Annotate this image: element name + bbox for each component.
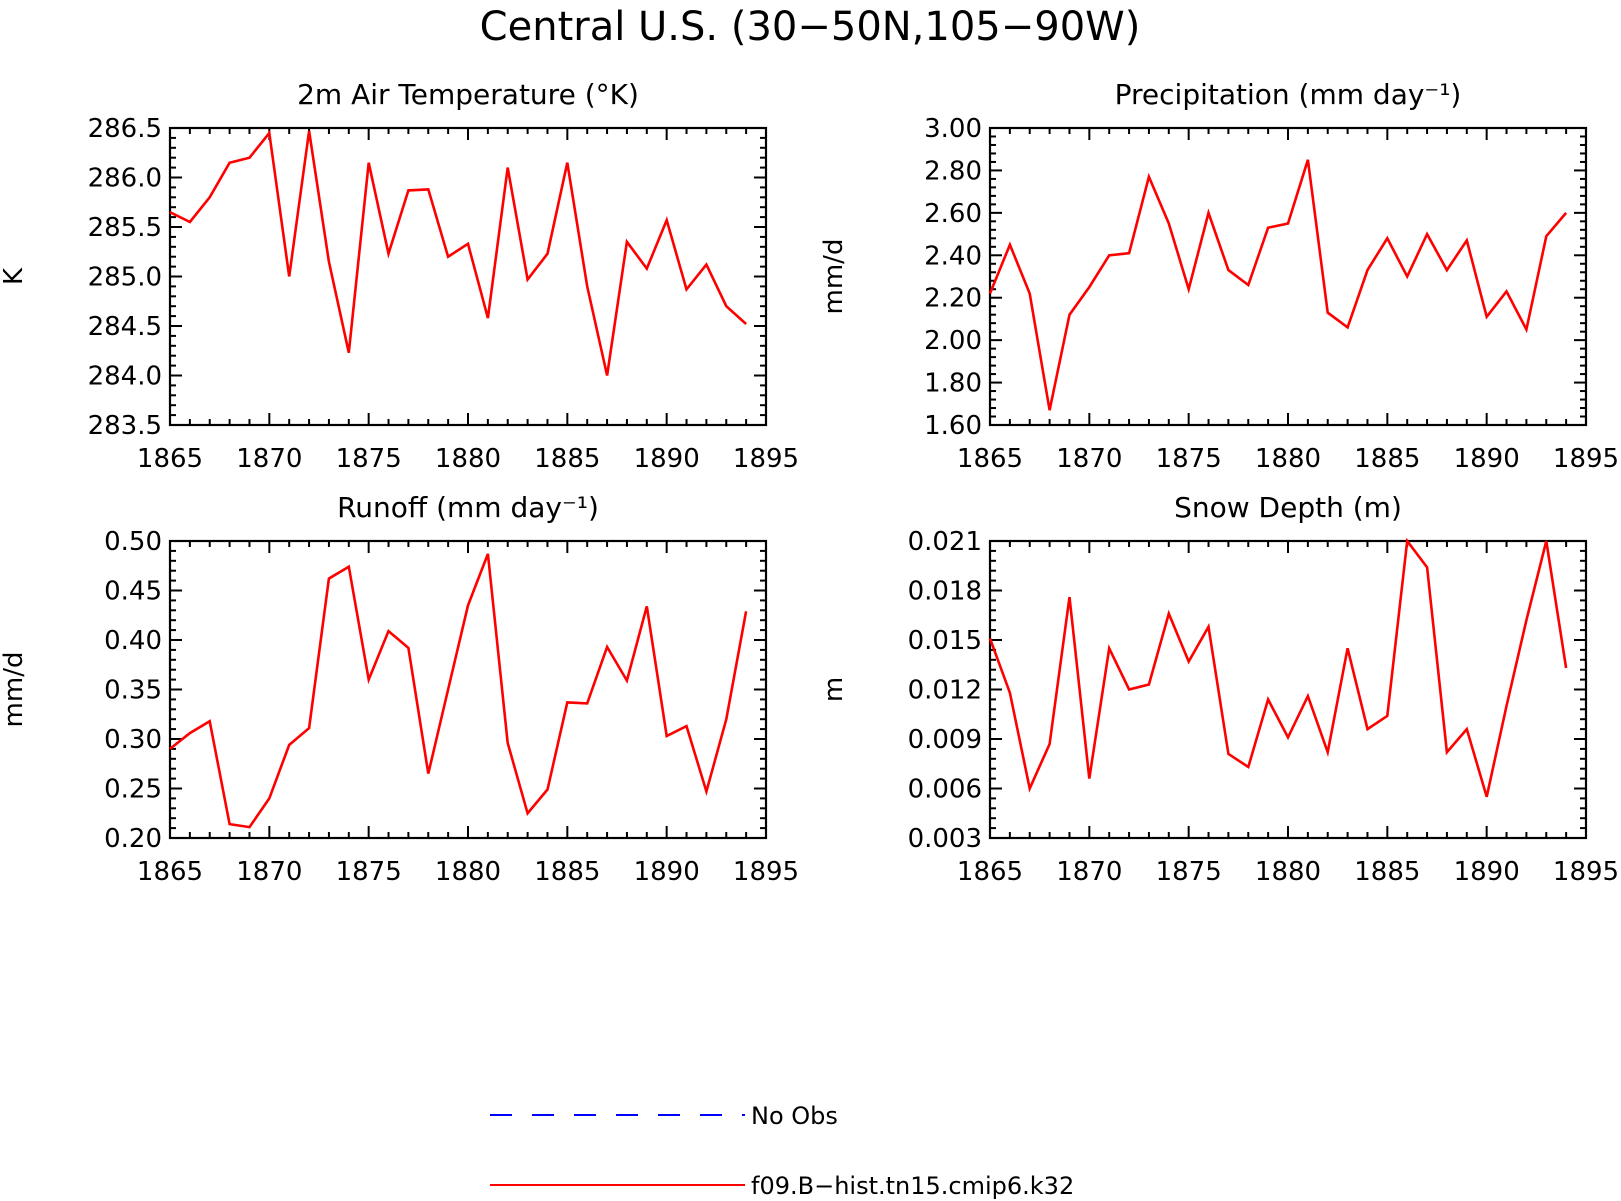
y-tick-label: 285.5 bbox=[88, 213, 162, 243]
y-tick-label: 0.35 bbox=[104, 676, 162, 706]
x-tick-label: 1885 bbox=[1354, 857, 1420, 887]
plot-frame bbox=[168, 539, 768, 840]
y-tick-label: 3.00 bbox=[924, 114, 982, 144]
panel-3: 1865 1870 1875 1880 1885 1890 1895 0.20 0.25 0.30… bbox=[0, 491, 799, 887]
y-tick-label: 2.60 bbox=[924, 199, 982, 229]
y-axis-label: K bbox=[0, 267, 29, 285]
y-tick-label: 286.0 bbox=[88, 164, 162, 194]
y-tick-label: 0.25 bbox=[104, 775, 162, 805]
x-tick-label: 1880 bbox=[435, 857, 501, 887]
y-tick-label: 284.0 bbox=[88, 362, 162, 392]
y-tick-label: 1.80 bbox=[924, 369, 982, 399]
y-axis-label: mm/d bbox=[0, 652, 29, 728]
panel-title: 2m Air Temperature (°K) bbox=[297, 78, 639, 111]
y-tick-label: 284.5 bbox=[88, 312, 162, 342]
x-tick-label: 1865 bbox=[137, 444, 203, 474]
plot-frame bbox=[168, 126, 768, 427]
y-axis-label: m bbox=[819, 677, 849, 702]
y-tick-label: 0.021 bbox=[908, 527, 982, 557]
series-line bbox=[988, 159, 1568, 411]
series-line bbox=[169, 553, 748, 829]
legend-label: f09.B−hist.tn15.cmip6.k32 bbox=[751, 1172, 1074, 1200]
x-tick-label: 1875 bbox=[336, 444, 402, 474]
panel-1: 1865 1870 1875 1880 1885 1890 1895 283.5 284.0 28… bbox=[0, 78, 799, 474]
x-tick-label: 1870 bbox=[236, 444, 302, 474]
x-tick-label: 1865 bbox=[957, 857, 1023, 887]
y-tick-label: 2.40 bbox=[924, 241, 982, 271]
panel-4: 1865 1870 1875 1880 1885 1890 1895 0.003 0.006 0.… bbox=[819, 491, 1619, 887]
x-tick-label: 1865 bbox=[137, 857, 203, 887]
x-tick-label: 1870 bbox=[236, 857, 302, 887]
y-tick-label: 0.009 bbox=[908, 725, 982, 755]
y-tick-label: 0.50 bbox=[104, 527, 162, 557]
y-tick-label: 0.30 bbox=[104, 725, 162, 755]
panels: 1865 1870 1875 1880 1885 1890 1895 283.5 284.0 28… bbox=[0, 78, 1619, 887]
x-tick-label: 1885 bbox=[1354, 444, 1420, 474]
y-tick-label: 286.5 bbox=[88, 114, 162, 144]
figure-title: Central U.S. (30−50N,105−90W) bbox=[480, 4, 1141, 50]
x-tick-label: 1885 bbox=[534, 444, 600, 474]
x-tick-label: 1895 bbox=[1553, 444, 1619, 474]
x-tick-label: 1890 bbox=[1454, 857, 1520, 887]
y-tick-label: 2.80 bbox=[924, 156, 982, 186]
y-axis-label: mm/d bbox=[819, 239, 849, 315]
x-tick-label: 1875 bbox=[336, 857, 402, 887]
legend: No Obs f09.B−hist.tn15.cmip6.k32 bbox=[490, 1102, 1074, 1200]
x-tick-label: 1895 bbox=[733, 444, 799, 474]
x-tick-label: 1890 bbox=[634, 857, 700, 887]
x-tick-label: 1870 bbox=[1056, 857, 1122, 887]
y-tick-label: 0.20 bbox=[104, 824, 162, 854]
y-tick-label: 2.20 bbox=[924, 284, 982, 314]
x-tick-label: 1885 bbox=[534, 857, 600, 887]
series-line bbox=[988, 537, 1568, 798]
panel-title: Runoff (mm day⁻¹) bbox=[337, 491, 599, 524]
y-tick-label: 0.012 bbox=[908, 676, 982, 706]
x-tick-label: 1895 bbox=[1553, 857, 1619, 887]
legend-label: No Obs bbox=[751, 1102, 838, 1130]
panel-title: Precipitation (mm day⁻¹) bbox=[1115, 78, 1462, 111]
y-tick-label: 0.015 bbox=[908, 626, 982, 656]
x-tick-label: 1875 bbox=[1156, 857, 1222, 887]
x-tick-label: 1890 bbox=[1454, 444, 1520, 474]
x-tick-label: 1895 bbox=[733, 857, 799, 887]
y-tick-label: 1.60 bbox=[924, 411, 982, 441]
y-tick-label: 0.45 bbox=[104, 577, 162, 607]
x-tick-label: 1870 bbox=[1056, 444, 1122, 474]
plot-frame bbox=[988, 126, 1588, 427]
y-tick-label: 283.5 bbox=[88, 411, 162, 441]
x-tick-label: 1890 bbox=[634, 444, 700, 474]
x-tick-label: 1880 bbox=[1255, 444, 1321, 474]
y-tick-label: 285.0 bbox=[88, 263, 162, 293]
y-tick-label: 0.003 bbox=[908, 824, 982, 854]
panel-2: 1865 1870 1875 1880 1885 1890 1895 1.60 1.80 2.00… bbox=[819, 78, 1619, 474]
x-tick-label: 1880 bbox=[1255, 857, 1321, 887]
series-line bbox=[169, 129, 747, 376]
x-tick-label: 1880 bbox=[435, 444, 501, 474]
y-tick-label: 2.00 bbox=[924, 326, 982, 356]
x-tick-label: 1865 bbox=[957, 444, 1023, 474]
y-tick-label: 0.40 bbox=[104, 626, 162, 656]
y-tick-label: 0.018 bbox=[908, 577, 982, 607]
x-tick-label: 1875 bbox=[1156, 444, 1222, 474]
panel-title: Snow Depth (m) bbox=[1174, 491, 1402, 524]
y-tick-label: 0.006 bbox=[908, 775, 982, 805]
